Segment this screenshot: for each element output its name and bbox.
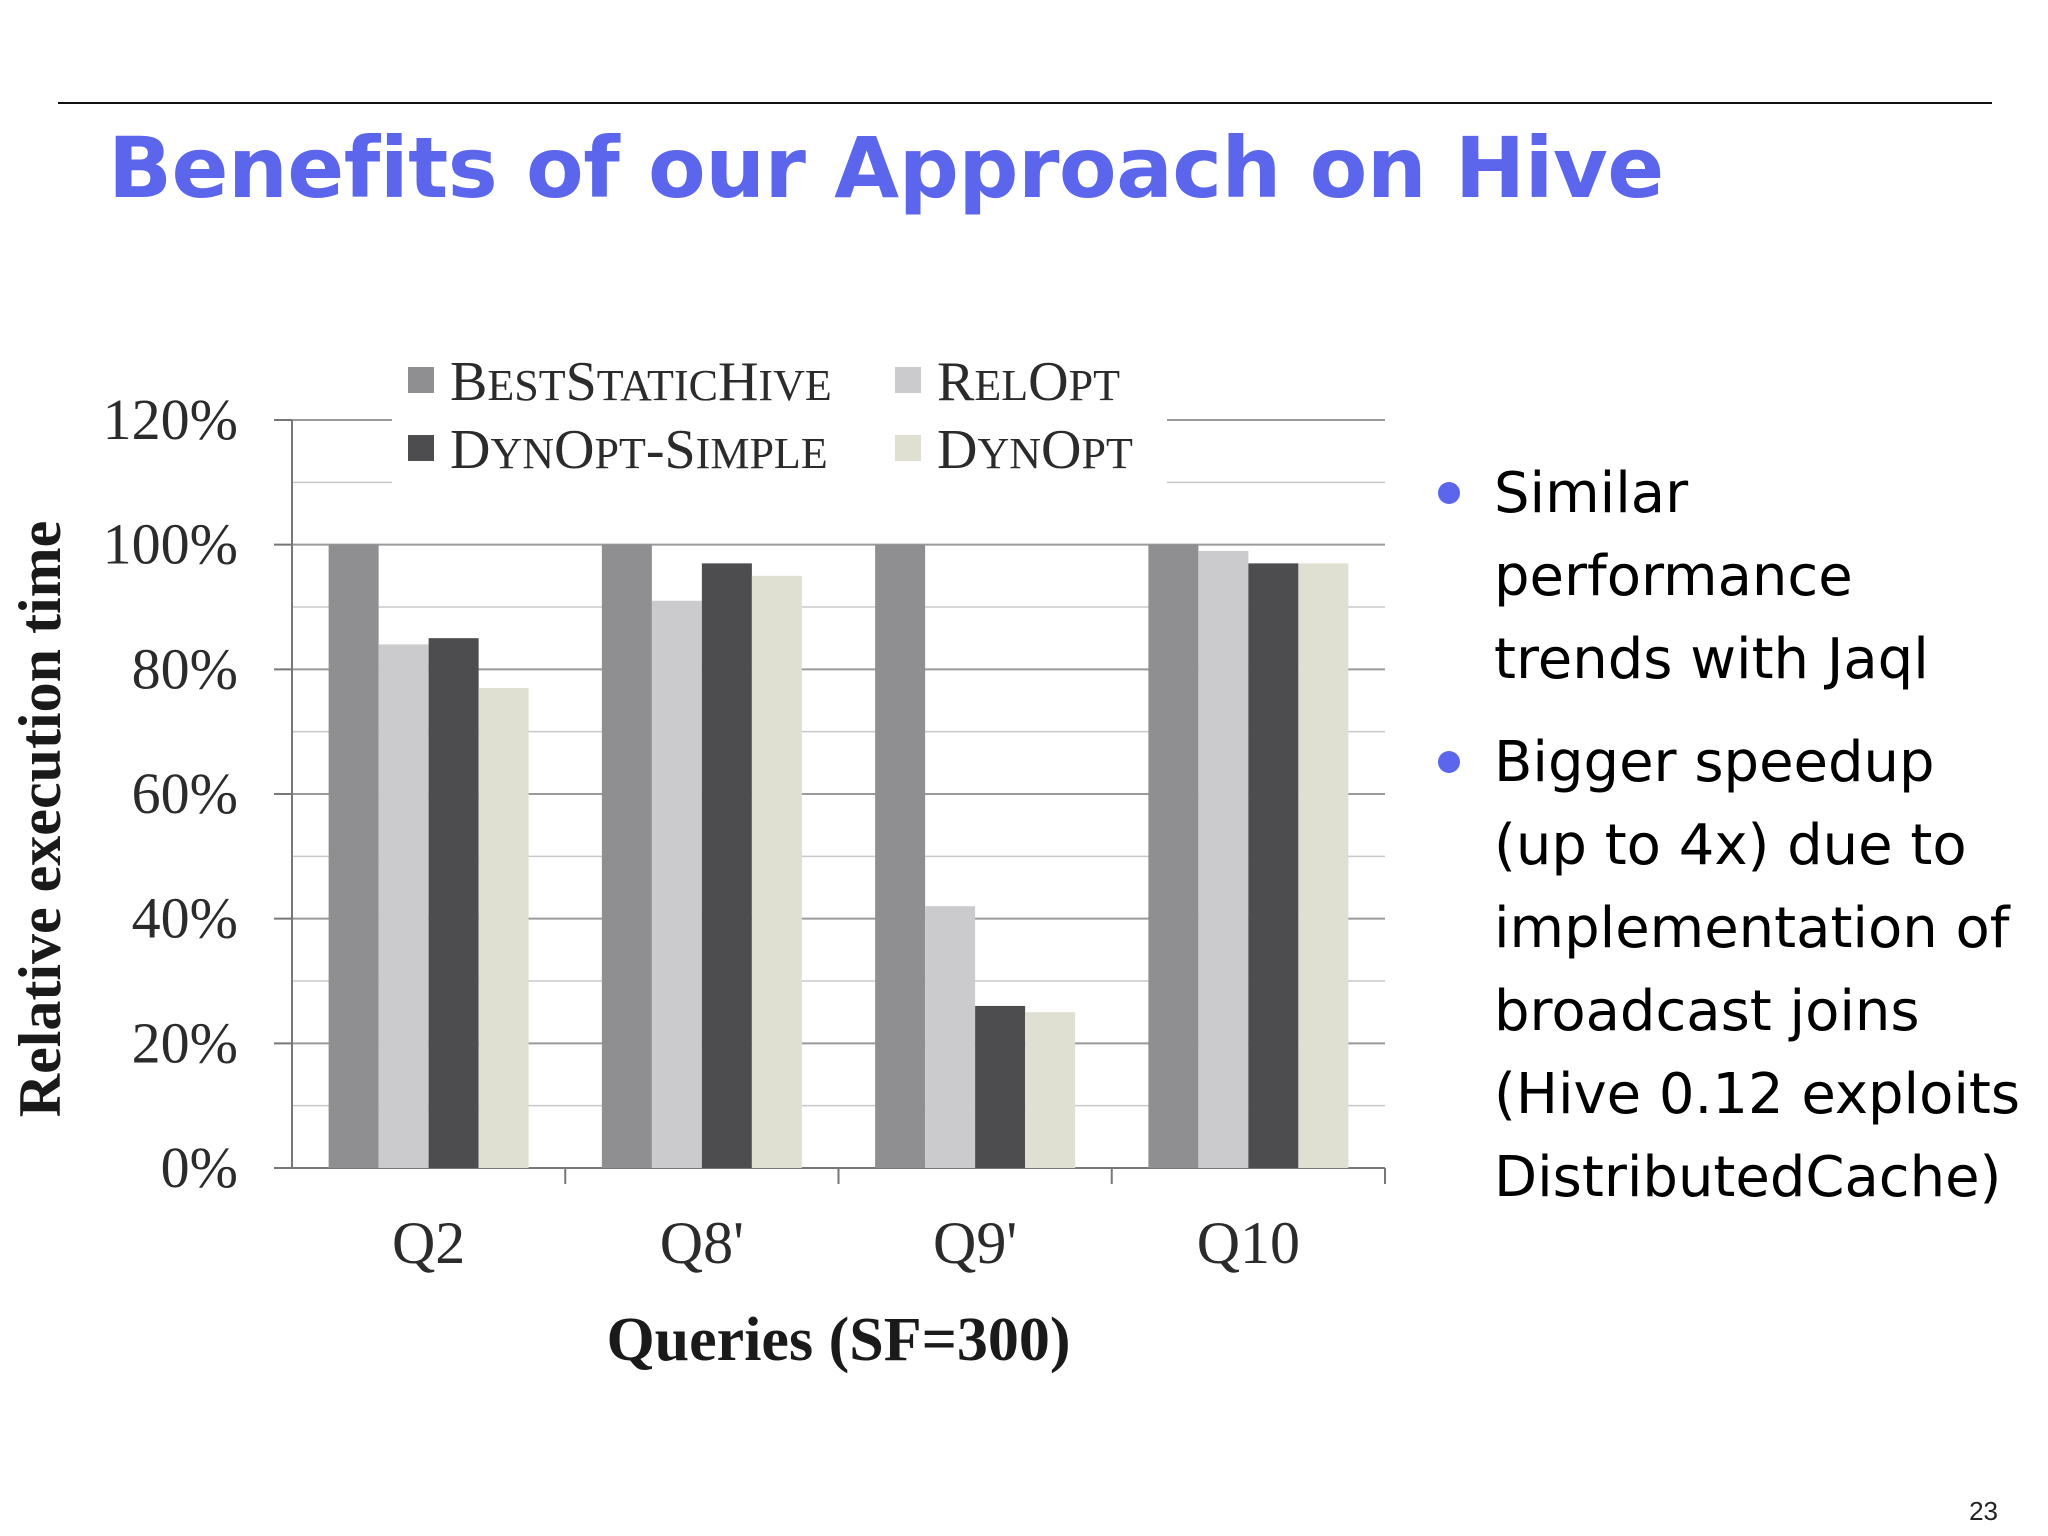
y-tick-label: 120% [103, 387, 238, 452]
legend-label: RELOPT [937, 351, 1120, 413]
bullet-text: Bigger speedup (up to 4x) due to impleme… [1494, 730, 2021, 1210]
legend-label: DYNOPT [937, 419, 1133, 481]
top-divider [58, 102, 1992, 104]
bar [701, 563, 752, 1168]
x-axis-title: Queries (SF=300) [606, 1306, 1070, 1374]
bar [428, 638, 479, 1168]
bar [1148, 544, 1199, 1168]
bar [1025, 1012, 1076, 1168]
bar [651, 600, 702, 1168]
page-number: 23 [1969, 1496, 1998, 1526]
y-tick-label: 60% [132, 761, 238, 826]
legend-background [392, 345, 1167, 495]
legend-label: BESTSTATICHIVE [450, 351, 832, 413]
legend-swatch [895, 367, 921, 393]
y-tick-label: 80% [132, 636, 238, 701]
bar [875, 544, 926, 1168]
bullet-list: Similar performance trends with Jaql Big… [1432, 452, 2032, 1239]
x-tick-label: Q9' [933, 1210, 1017, 1276]
bullet-icon [1438, 482, 1460, 504]
legend-swatch [408, 367, 434, 393]
bullet-text: Similar performance trends with Jaql [1494, 461, 1929, 692]
y-axis-title: Relative execution time [7, 521, 73, 1117]
bar [1198, 550, 1249, 1168]
bar [925, 906, 976, 1168]
legend-swatch [408, 435, 434, 461]
bullet-icon [1438, 751, 1460, 773]
y-tick-label: 100% [103, 512, 238, 577]
legend-label: DYNOPT-SIMPLE [450, 419, 828, 481]
x-tick-label: Q10 [1197, 1210, 1300, 1276]
bar-chart: 0% 20% 40% 60% 80% 100% 120% Q2 Q8' Q9' Q10 Queries… [7, 345, 1386, 1374]
x-tick-label: Q2 [392, 1210, 465, 1276]
bar [478, 688, 529, 1168]
y-tick-label: 40% [132, 886, 238, 951]
slide-title: Benefits of our Approach on Hive [108, 119, 1664, 217]
bar [975, 1005, 1026, 1168]
legend-swatch [895, 435, 921, 461]
y-tick-label: 0% [161, 1135, 238, 1200]
bar [1248, 563, 1299, 1168]
bar [751, 575, 802, 1168]
bar [378, 644, 429, 1168]
y-tick-label: 20% [132, 1010, 238, 1075]
bar [1298, 563, 1349, 1168]
bullet-item: Bigger speedup (up to 4x) due to impleme… [1432, 721, 2032, 1219]
x-tick-label: Q8' [660, 1210, 744, 1276]
bar [601, 544, 652, 1168]
bullet-item: Similar performance trends with Jaql [1432, 452, 2032, 701]
bar [328, 544, 379, 1168]
